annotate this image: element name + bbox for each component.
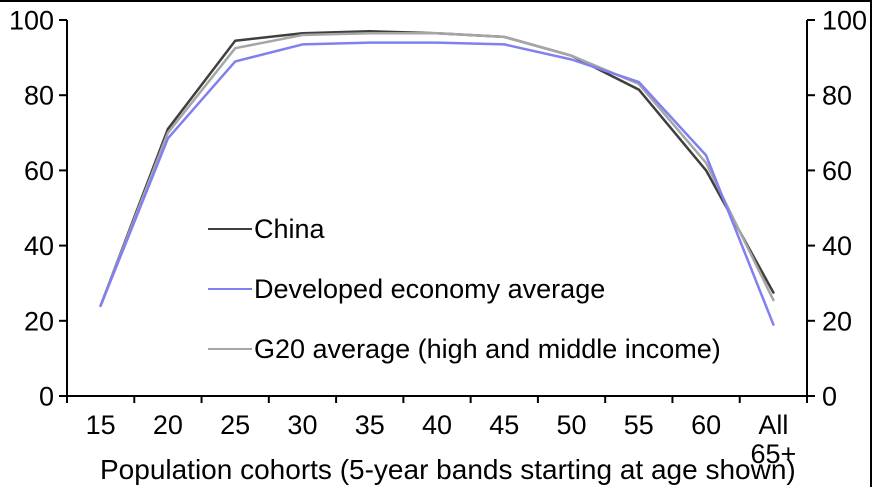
legend-label-china: China — [254, 213, 325, 244]
y-tick-label-left: 100 — [9, 6, 54, 36]
y-tick-label-left: 60 — [24, 156, 54, 186]
y-tick-label-right: 80 — [822, 81, 852, 111]
y-tick-label-left: 0 — [39, 382, 54, 412]
y-tick-label-right: 0 — [822, 382, 837, 412]
x-axis-title: Population cohorts (5-year bands startin… — [100, 454, 796, 485]
x-tick-label: 55 — [624, 410, 654, 440]
legend: China Developed economy average G20 aver… — [208, 199, 721, 379]
y-tick-label-right: 20 — [822, 306, 852, 336]
x-tick-label: 30 — [287, 410, 317, 440]
x-tick-label: 25 — [220, 410, 250, 440]
x-tick-label: All — [758, 410, 788, 440]
y-tick-label-left: 20 — [24, 306, 54, 336]
y-tick-label-right: 100 — [822, 6, 867, 36]
y-tick-label-left: 40 — [24, 231, 54, 261]
x-tick-label: 40 — [422, 410, 452, 440]
legend-label-g20-average: G20 average (high and middle income) — [254, 333, 721, 364]
x-tick-label: 45 — [489, 410, 519, 440]
legend-item-china: China — [208, 199, 721, 259]
x-tick-label: 35 — [355, 410, 385, 440]
x-tick-label: 60 — [691, 410, 721, 440]
legend-label-developed-economy-average: Developed economy average — [254, 273, 606, 304]
y-tick-label-right: 40 — [822, 231, 852, 261]
legend-item-developed-economy-average: Developed economy average — [208, 259, 721, 319]
x-tick-label: 50 — [557, 410, 587, 440]
g20-average-line-swatch — [208, 347, 252, 351]
series-line-developed-economy-average — [99, 41, 775, 326]
developed-economy-line-swatch — [208, 287, 252, 291]
series-line-g20-average-high-and-middle-income — [99, 31, 775, 308]
china-line-swatch — [208, 227, 252, 231]
x-tick-label: 15 — [86, 410, 116, 440]
x-tick-label: 20 — [153, 410, 183, 440]
y-tick-label-right: 60 — [822, 156, 852, 186]
x-tick-label: 65+ — [750, 439, 796, 469]
y-tick-label-left: 80 — [24, 81, 54, 111]
legend-item-g20-average: G20 average (high and middle income) — [208, 319, 721, 379]
